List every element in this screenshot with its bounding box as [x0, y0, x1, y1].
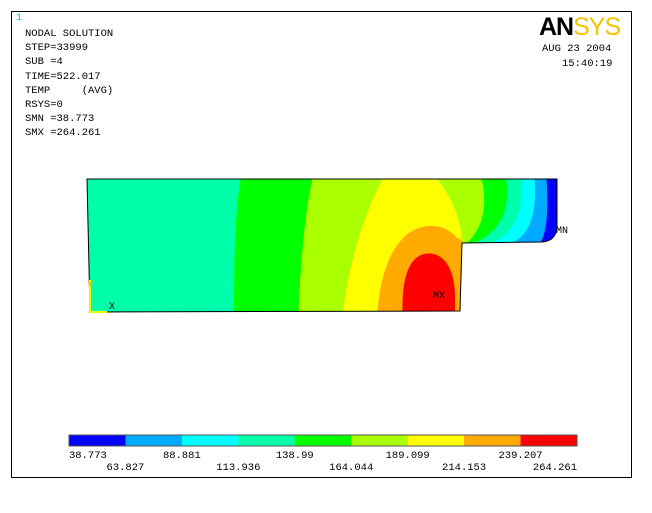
rsys-value: RSYS=0 — [25, 98, 63, 111]
legend-label-top-0: 38.773 — [69, 450, 107, 462]
solution-title: NODAL SOLUTION — [25, 28, 114, 40]
legend-swatch-5 — [351, 435, 409, 446]
x-axis-label: X — [109, 302, 115, 313]
band-63-88-upper — [512, 179, 557, 252]
smx-value: SMX =264.261 — [25, 127, 101, 140]
contour-legend-bar — [68, 434, 578, 447]
result-item: TEMP (AVG) — [25, 84, 114, 97]
contour-bands — [87, 179, 557, 312]
legend-swatch-0 — [69, 435, 126, 446]
solution-info-block: NODAL SOLUTION STEP=33999 SUB =4 TIME=52… — [25, 27, 113, 141]
smn-value: SMN =38.773 — [25, 113, 95, 126]
legend-label-bottom-4: 264.261 — [533, 462, 577, 474]
legend-label-top-3: 189.099 — [386, 450, 430, 462]
legend-swatch-2 — [181, 435, 239, 446]
legend-label-bottom-3: 214.153 — [442, 462, 486, 474]
legend-swatch-6 — [407, 435, 465, 446]
legend-label-bottom-2: 164.044 — [329, 462, 373, 474]
ansys-logo: ANSYS — [539, 13, 621, 41]
legend-swatch-8 — [520, 435, 578, 446]
graphics-window[interactable]: 1 NODAL SOLUTION STEP=33999 SUB =4 TIME=… — [11, 11, 632, 478]
logo-accent-text: SYS — [573, 13, 621, 41]
window-number: 1 — [16, 13, 23, 24]
date-stamp: AUG 23 2004 — [542, 43, 612, 55]
max-marker: MX — [433, 291, 445, 302]
legend-label-top-4: 239.207 — [499, 450, 543, 462]
substep-value: SUB =4 — [25, 56, 63, 69]
step-value: STEP=33999 — [25, 42, 89, 55]
y-axis-label: Y — [87, 280, 93, 291]
coordinate-triad: Y X — [87, 280, 115, 313]
logo-dark-text: AN — [539, 13, 574, 41]
legend-border — [68, 434, 578, 447]
time-stamp: 15:40:19 — [562, 58, 613, 70]
legend-swatch-3 — [238, 435, 296, 446]
legend-swatch-1 — [125, 435, 183, 446]
legend-swatch-7 — [464, 435, 522, 446]
time-value: TIME=522.017 — [25, 70, 101, 83]
contour-plot[interactable]: Y X MN MX 38.773 88.881 138.99 189.099 239.2… — [12, 12, 631, 477]
legend-label-top-2: 138.99 — [276, 450, 314, 462]
legend-label-top-1: 88.881 — [163, 450, 201, 462]
contour-legend-labels: 38.773 88.881 138.99 189.099 239.207 63.827 11… — [69, 450, 577, 474]
band-38-63-upper — [540, 179, 557, 252]
legend-swatch-4 — [294, 435, 352, 446]
legend-label-bottom-0: 63.827 — [107, 462, 145, 474]
legend-label-bottom-1: 113.936 — [216, 462, 260, 474]
model-outline — [86, 178, 558, 313]
band-239-264 — [402, 253, 455, 312]
min-marker: MN — [556, 226, 568, 237]
